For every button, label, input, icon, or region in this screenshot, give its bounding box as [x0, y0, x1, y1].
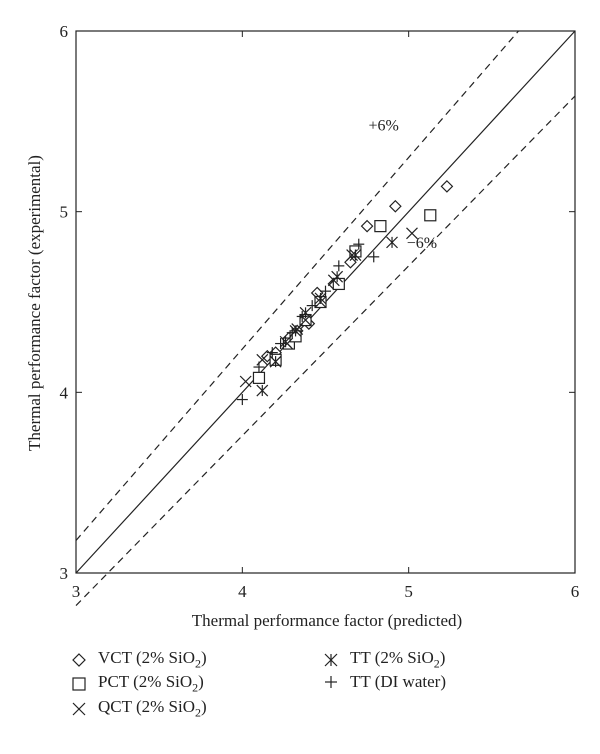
diamond-shape: [344, 255, 357, 269]
reference-lines: [75, 30, 576, 606]
data-point-plus: [266, 347, 278, 359]
square-shape: [424, 209, 437, 222]
data-point-plus: [306, 300, 318, 312]
x-stroke: [239, 375, 252, 388]
plot-border: [75, 30, 576, 574]
data-point-square: [424, 209, 437, 222]
y-tick-label: 5: [60, 203, 69, 222]
bound-annotation: −6%: [407, 235, 437, 252]
data-point-asterisk: [314, 292, 327, 305]
x-tick-label: 3: [72, 582, 81, 601]
data-point-x: [239, 375, 252, 388]
square-shape: [332, 277, 345, 291]
bound-line: [75, 95, 576, 606]
y-axis-label: Thermal performance factor (experimental…: [25, 155, 44, 451]
data-point-plus: [320, 285, 331, 297]
plot-frame: [75, 30, 576, 574]
annotations: +6% −6%: [369, 117, 438, 251]
bound-annotation: +6%: [369, 117, 399, 134]
data-point-plus: [253, 361, 265, 373]
data-point-asterisk: [256, 384, 269, 397]
data-point-diamond: [344, 255, 357, 269]
data-point-asterisk: [331, 270, 344, 283]
square-shape: [374, 220, 387, 233]
x-tick-label: 5: [404, 582, 413, 601]
data-point-asterisk: [279, 335, 292, 348]
data-point-plus: [275, 338, 287, 350]
bound-line: [75, 30, 519, 541]
data-points: [236, 180, 454, 406]
data-point-plus: [236, 394, 248, 406]
series-plus: [236, 238, 380, 406]
data-point-diamond: [440, 180, 454, 193]
data-point-plus: [368, 251, 380, 263]
square-shape: [252, 371, 266, 384]
x-stroke: [406, 227, 418, 240]
data-point-plus: [333, 260, 345, 272]
data-point-square: [252, 371, 266, 384]
diamond-shape: [440, 180, 454, 193]
series-x: [239, 227, 418, 388]
y-tick-label: 6: [60, 22, 69, 41]
data-point-diamond: [389, 199, 402, 213]
y-tick-label: 4: [60, 383, 69, 402]
diamond-shape: [389, 199, 402, 213]
diamond-shape: [360, 219, 374, 233]
data-point-plus: [286, 327, 298, 339]
y-tick-label: 3: [60, 564, 69, 583]
x-tick-label: 6: [571, 582, 580, 601]
data-point-square: [374, 220, 387, 233]
series-asterisk: [256, 236, 398, 397]
axis-ticks: 3 4 5 6 3 4 5 6: [60, 22, 580, 601]
data-point-asterisk: [386, 236, 398, 249]
data-point-asterisk: [349, 249, 362, 261]
data-point-plus: [296, 310, 308, 322]
data-point-plus: [353, 238, 365, 250]
x-tick-label: 4: [238, 582, 247, 601]
data-point-diamond: [360, 219, 374, 233]
data-point-square: [332, 277, 345, 291]
x-axis-label: Thermal performance factor (predicted): [192, 611, 462, 630]
data-point-x: [406, 227, 418, 240]
